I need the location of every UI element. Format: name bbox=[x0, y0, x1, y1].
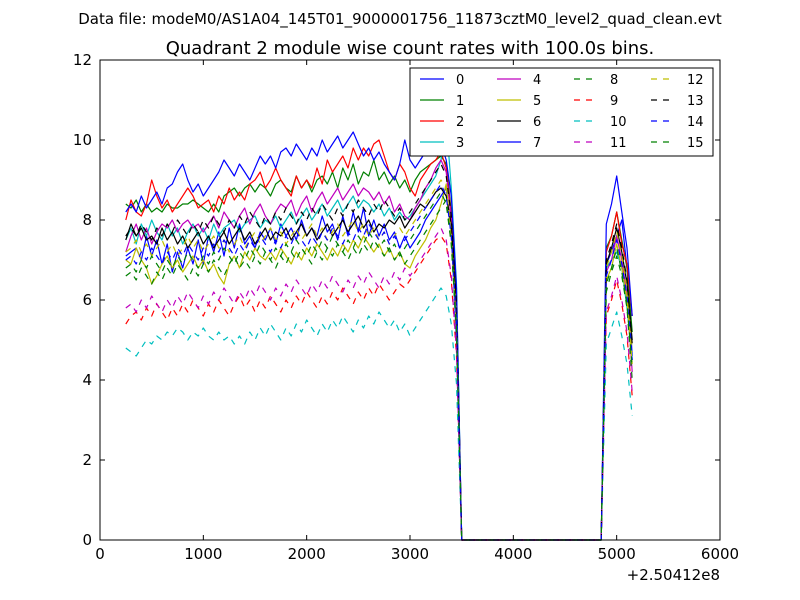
series-8-line bbox=[125, 199, 633, 541]
legend-label-14: 14 bbox=[687, 115, 704, 130]
series-12-line bbox=[125, 179, 633, 541]
y-tick-label: 6 bbox=[82, 291, 92, 309]
legend-label-1: 1 bbox=[456, 94, 464, 109]
legend-label-2: 2 bbox=[456, 115, 464, 130]
x-tick-label: 2000 bbox=[288, 545, 326, 563]
series-15-line bbox=[125, 191, 633, 541]
legend-label-4: 4 bbox=[533, 73, 541, 88]
y-tick-label: 8 bbox=[82, 211, 92, 229]
series-11-line bbox=[125, 227, 633, 541]
legend-label-0: 0 bbox=[456, 73, 464, 88]
x-tick-label: 0 bbox=[95, 545, 105, 563]
legend-label-12: 12 bbox=[687, 73, 704, 88]
legend-label-9: 9 bbox=[610, 94, 618, 109]
chart-title: Quadrant 2 module wise count rates with … bbox=[166, 38, 655, 59]
legend-label-11: 11 bbox=[610, 136, 627, 151]
y-tick-label: 0 bbox=[82, 531, 92, 549]
data-file-suptitle: Data file: modeM0/AS1A04_145T01_90000017… bbox=[78, 10, 722, 29]
x-tick-label: 4000 bbox=[494, 545, 532, 563]
legend-label-7: 7 bbox=[533, 136, 541, 151]
series-2-line bbox=[125, 139, 633, 541]
legend-label-5: 5 bbox=[533, 94, 541, 109]
x-axis-offset-label: +2.50412e8 bbox=[627, 566, 720, 584]
series-9-line bbox=[125, 235, 633, 541]
x-tick-label: 1000 bbox=[184, 545, 222, 563]
legend-box bbox=[409, 67, 714, 157]
y-tick-label: 12 bbox=[73, 51, 92, 69]
legend-label-10: 10 bbox=[610, 115, 627, 130]
series-13-line bbox=[125, 163, 633, 541]
series-10-line bbox=[125, 287, 633, 541]
series-layer bbox=[125, 119, 633, 541]
y-tick-label: 10 bbox=[73, 131, 92, 149]
x-tick-label: 6000 bbox=[701, 545, 739, 563]
legend-label-15: 15 bbox=[687, 136, 704, 151]
y-tick-label: 4 bbox=[82, 371, 92, 389]
x-tick-label: 5000 bbox=[598, 545, 636, 563]
x-tick-label: 3000 bbox=[391, 545, 429, 563]
series-4-line bbox=[125, 159, 633, 541]
legend-label-3: 3 bbox=[456, 136, 464, 151]
legend-label-8: 8 bbox=[610, 73, 618, 88]
y-tick-label: 2 bbox=[82, 451, 92, 469]
series-14-line bbox=[125, 183, 633, 541]
legend-label-13: 13 bbox=[687, 94, 704, 109]
legend-label-6: 6 bbox=[533, 115, 541, 130]
